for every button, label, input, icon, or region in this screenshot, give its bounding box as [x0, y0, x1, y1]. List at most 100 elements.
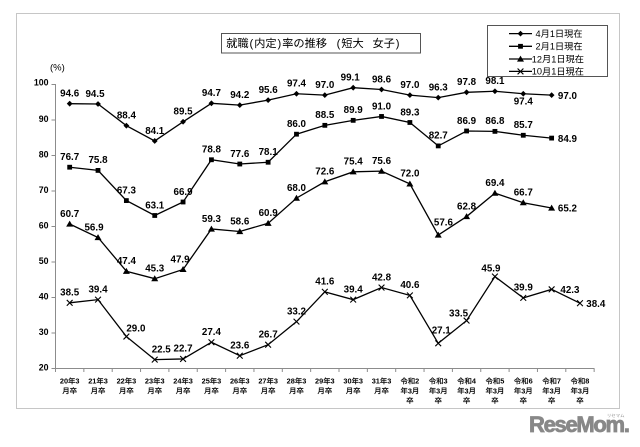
svg-text:): ): [396, 38, 400, 50]
svg-text:47.9: 47.9: [171, 254, 191, 265]
svg-text:97.4: 97.4: [287, 79, 307, 90]
svg-text:66.9: 66.9: [174, 187, 194, 198]
svg-text:3: 3: [217, 377, 221, 386]
svg-text:94.2: 94.2: [230, 90, 250, 101]
svg-text:94.7: 94.7: [202, 88, 222, 99]
svg-text:3: 3: [578, 386, 582, 395]
svg-text:26: 26: [230, 377, 238, 386]
svg-text:97.8: 97.8: [457, 77, 477, 88]
svg-text:85.7: 85.7: [514, 120, 534, 131]
svg-text:1: 1: [550, 29, 555, 39]
svg-text:57.6: 57.6: [434, 217, 454, 228]
svg-text:68.0: 68.0: [287, 183, 307, 194]
svg-text:60.7: 60.7: [60, 209, 80, 220]
svg-text:78.1: 78.1: [259, 147, 279, 158]
svg-text:4: 4: [472, 377, 477, 386]
svg-text:38.4: 38.4: [586, 299, 606, 310]
svg-text:40: 40: [39, 292, 49, 302]
svg-text:45.3: 45.3: [145, 263, 165, 274]
svg-text:42.3: 42.3: [560, 285, 580, 296]
svg-text:97.4: 97.4: [514, 97, 534, 108]
svg-text:(: (: [337, 38, 341, 50]
svg-text:45.9: 45.9: [481, 263, 501, 274]
svg-text:60.9: 60.9: [259, 208, 279, 219]
svg-text:94.5: 94.5: [85, 89, 105, 100]
svg-text:58.6: 58.6: [230, 216, 250, 227]
svg-text:98.6: 98.6: [372, 74, 392, 85]
svg-text:3: 3: [302, 377, 306, 386]
svg-text:97.0: 97.0: [558, 91, 578, 102]
svg-text:96.3: 96.3: [429, 82, 449, 93]
svg-text:20: 20: [39, 363, 49, 373]
svg-text:ReseMom.: ReseMom.: [529, 412, 629, 437]
svg-text:3: 3: [189, 377, 193, 386]
svg-text:30: 30: [343, 377, 351, 386]
svg-text:3: 3: [132, 377, 136, 386]
svg-text:75.8: 75.8: [88, 155, 108, 166]
svg-text:60: 60: [39, 221, 49, 231]
svg-text:3: 3: [408, 386, 412, 395]
svg-text:3: 3: [75, 377, 79, 386]
svg-text:3: 3: [550, 386, 554, 395]
svg-text:25: 25: [202, 377, 210, 386]
svg-text:86.9: 86.9: [457, 116, 477, 127]
svg-text:3: 3: [160, 377, 164, 386]
svg-text:82.7: 82.7: [429, 131, 449, 142]
svg-text:80: 80: [39, 150, 49, 160]
svg-text:56.9: 56.9: [84, 222, 104, 233]
svg-text:23: 23: [145, 377, 153, 386]
svg-text:86.0: 86.0: [287, 119, 307, 130]
svg-text:91.0: 91.0: [372, 101, 392, 112]
svg-text:100: 100: [34, 78, 49, 88]
svg-text:1: 1: [551, 67, 556, 77]
svg-text:2: 2: [536, 42, 541, 52]
svg-text:3: 3: [245, 377, 249, 386]
svg-text:42.8: 42.8: [372, 272, 392, 283]
svg-text:29: 29: [315, 377, 323, 386]
svg-text:3: 3: [465, 386, 469, 395]
svg-text:97.0: 97.0: [315, 80, 335, 91]
svg-text:66.7: 66.7: [514, 188, 534, 199]
svg-text:27: 27: [258, 377, 266, 386]
svg-text:30: 30: [39, 327, 49, 337]
svg-text:70: 70: [39, 185, 49, 195]
svg-text:10: 10: [532, 67, 542, 77]
svg-text:89.3: 89.3: [400, 107, 420, 118]
svg-text:86.8: 86.8: [485, 116, 505, 127]
svg-text:22.7: 22.7: [174, 344, 194, 355]
svg-text:63.1: 63.1: [145, 200, 165, 211]
svg-text:8: 8: [585, 377, 589, 386]
svg-text:3: 3: [493, 386, 497, 395]
svg-text:38.5: 38.5: [60, 288, 80, 299]
svg-text:67.3: 67.3: [117, 185, 137, 196]
svg-text:29.0: 29.0: [126, 323, 146, 334]
svg-text:21: 21: [88, 377, 96, 386]
svg-text:90: 90: [39, 114, 49, 124]
svg-text:76.7: 76.7: [60, 152, 80, 163]
svg-text:(: (: [250, 38, 254, 50]
svg-text:99.1: 99.1: [341, 73, 361, 84]
svg-text:27.4: 27.4: [202, 327, 222, 338]
svg-text:88.4: 88.4: [117, 110, 137, 121]
svg-text:40.6: 40.6: [400, 280, 420, 291]
svg-text:3: 3: [521, 386, 525, 395]
svg-text:4: 4: [536, 29, 541, 39]
svg-text:39.4: 39.4: [344, 284, 364, 295]
svg-text:3: 3: [444, 377, 448, 386]
svg-text:84.1: 84.1: [145, 126, 165, 137]
svg-text:20: 20: [60, 377, 68, 386]
svg-text:89.5: 89.5: [174, 107, 194, 118]
svg-text:3: 3: [104, 377, 108, 386]
svg-text:39.4: 39.4: [88, 284, 108, 295]
svg-text:39.9: 39.9: [514, 283, 534, 294]
svg-text:27.1: 27.1: [432, 326, 452, 337]
svg-text:72.0: 72.0: [400, 169, 420, 180]
svg-text:72.6: 72.6: [315, 167, 335, 178]
svg-text:50: 50: [39, 256, 49, 266]
svg-text:6: 6: [529, 377, 533, 386]
svg-text:88.5: 88.5: [315, 110, 335, 121]
svg-text:77.6: 77.6: [230, 149, 250, 160]
svg-text:33.5: 33.5: [449, 309, 469, 320]
svg-text:65.2: 65.2: [558, 204, 578, 215]
svg-text:3: 3: [274, 377, 278, 386]
